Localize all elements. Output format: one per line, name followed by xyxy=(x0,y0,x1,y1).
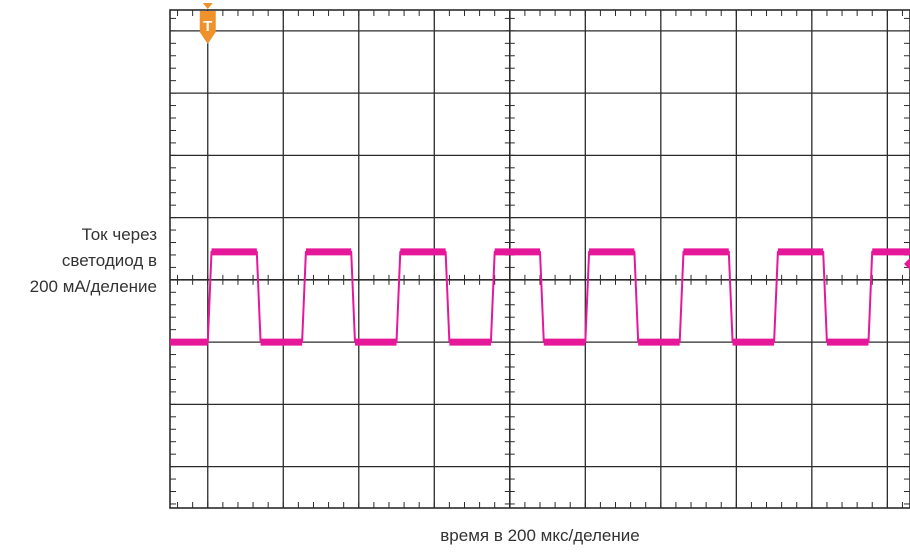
trigger-marker-label: T xyxy=(203,18,212,35)
trigger-marker-icon xyxy=(199,11,216,44)
trace-layer xyxy=(170,248,910,346)
trigger-arrow-icon xyxy=(202,3,213,9)
marker-layer: T xyxy=(199,3,910,270)
y-axis-label: Ток через светодиод в 200 мА/деление xyxy=(0,222,157,300)
y-axis-label-line-3: 200 мА/деление xyxy=(29,277,157,296)
grid xyxy=(169,9,910,509)
trace-line xyxy=(170,250,910,344)
y-axis-label-line-2: светодиод в xyxy=(61,251,157,270)
ground-level-marker-icon xyxy=(904,257,910,270)
y-axis-label-line-1: Ток через xyxy=(81,225,157,244)
x-axis-label: время в 200 мкс/деление xyxy=(440,526,640,545)
